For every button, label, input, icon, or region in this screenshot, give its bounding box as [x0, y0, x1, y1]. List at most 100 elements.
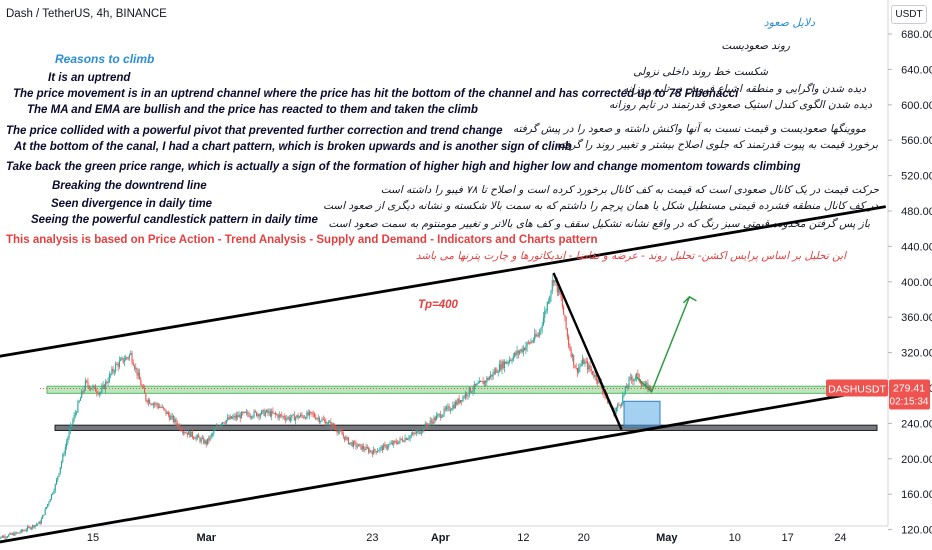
candle-body [550, 290, 552, 297]
candle-body [593, 374, 595, 377]
candle-body [521, 349, 523, 353]
candle-body [409, 435, 411, 439]
bar-countdown: 02:15:34 [890, 397, 929, 408]
en-note-9: Seeing the powerful candlestick pattern … [31, 214, 318, 226]
candle-body [229, 416, 231, 420]
candle-body [384, 444, 386, 446]
candle-body [544, 310, 546, 318]
candle-body [651, 388, 653, 390]
candle-body [290, 418, 292, 421]
candle-body [220, 423, 222, 426]
candle-body [647, 383, 649, 391]
candle-body [495, 369, 497, 374]
candle-body [198, 435, 200, 438]
candle-body [483, 381, 485, 385]
candle-body [179, 424, 181, 430]
candle-body [291, 414, 293, 419]
candle-body [561, 297, 563, 307]
candle-body [357, 444, 360, 447]
candle-body [101, 387, 103, 393]
candle-body [235, 415, 237, 419]
candle-body [516, 350, 518, 355]
candle-body [369, 450, 371, 453]
candle-body [174, 418, 176, 423]
candle-body [408, 438, 410, 440]
candle-body [33, 525, 35, 528]
currency-badge[interactable]: USDT [891, 5, 927, 24]
candle-body [490, 374, 492, 378]
candle-body [145, 393, 147, 401]
candle-body [89, 388, 92, 390]
symbol-title[interactable]: Dash / TetherUS, 4h, BINANCE [6, 8, 167, 20]
candle-body [261, 410, 263, 415]
candle-body [331, 423, 333, 428]
candle-body [52, 493, 54, 495]
candle-body [108, 374, 110, 382]
candle-body [574, 365, 576, 368]
candle-body [452, 404, 454, 410]
candle-body [252, 416, 254, 418]
candle-body [1, 536, 3, 538]
en-note-6: Take back the green price range, which i… [6, 161, 801, 173]
candle-body [503, 361, 506, 369]
candles [0, 274, 653, 541]
candle-body [298, 416, 300, 419]
fa-note-4: دیده شدن الگوی کندل استیک صعودی قدرتمند … [608, 99, 872, 111]
candle-body [349, 442, 351, 445]
time-axis[interactable]: 15 Mar 23 Apr 12 20 May 10 17 24 [87, 532, 847, 544]
candle-body [292, 414, 294, 416]
candle-body [402, 439, 404, 442]
candle-body [576, 368, 579, 373]
candle-body [487, 378, 489, 380]
candle-body [342, 434, 344, 437]
candle-body [110, 374, 112, 376]
candle-body [597, 380, 599, 383]
time-tick-label: 10 [729, 532, 741, 544]
candle-body [248, 414, 250, 417]
candle-body [525, 346, 527, 351]
candle-body [559, 287, 561, 295]
en-note-2: The price movement is in an uptrend chan… [13, 88, 739, 100]
candle-body [482, 381, 484, 385]
candle-body [196, 435, 198, 437]
candle-body [146, 400, 148, 403]
candle-body [142, 386, 144, 388]
candle-body [297, 415, 299, 419]
candle-body [272, 411, 274, 414]
candle-body [399, 438, 401, 442]
candle-body [354, 441, 356, 443]
price-axis[interactable]: 120.00160.00200.00240.00280.00320.00360.… [888, 29, 932, 537]
candle-body [311, 411, 313, 414]
candle-body [0, 536, 2, 538]
candle-body [238, 414, 240, 418]
candle-body [150, 403, 152, 405]
en-disclaimer: This analysis is based on Price Action -… [6, 234, 598, 246]
candle-body [371, 451, 373, 455]
candle-body [360, 444, 362, 450]
candle-body [488, 377, 490, 380]
time-tick-label: 23 [366, 532, 378, 544]
candle-body [430, 420, 433, 422]
candle-body [54, 484, 56, 491]
candle-body [625, 386, 628, 388]
candle-body [273, 412, 275, 414]
candle-body [234, 415, 236, 419]
candle-body [461, 400, 463, 402]
candle-body [344, 436, 346, 441]
candle-body [206, 438, 209, 445]
candle-body [347, 437, 349, 445]
candle-body [648, 385, 650, 391]
price-zones [46, 385, 878, 431]
fa-note-1: روند صعودیست [721, 40, 790, 52]
candle-body [195, 436, 197, 440]
candle-body [638, 373, 640, 381]
candle-body [641, 383, 643, 386]
price-tick-label: 200.00 [901, 454, 932, 466]
en-note-4: The price collided with a powerful pivot… [6, 125, 503, 137]
candle-body [532, 340, 534, 342]
candle-body [180, 429, 182, 431]
candle-body [130, 353, 132, 355]
candle-body [439, 413, 441, 418]
candle-body [423, 427, 425, 430]
candle-body [176, 423, 178, 427]
